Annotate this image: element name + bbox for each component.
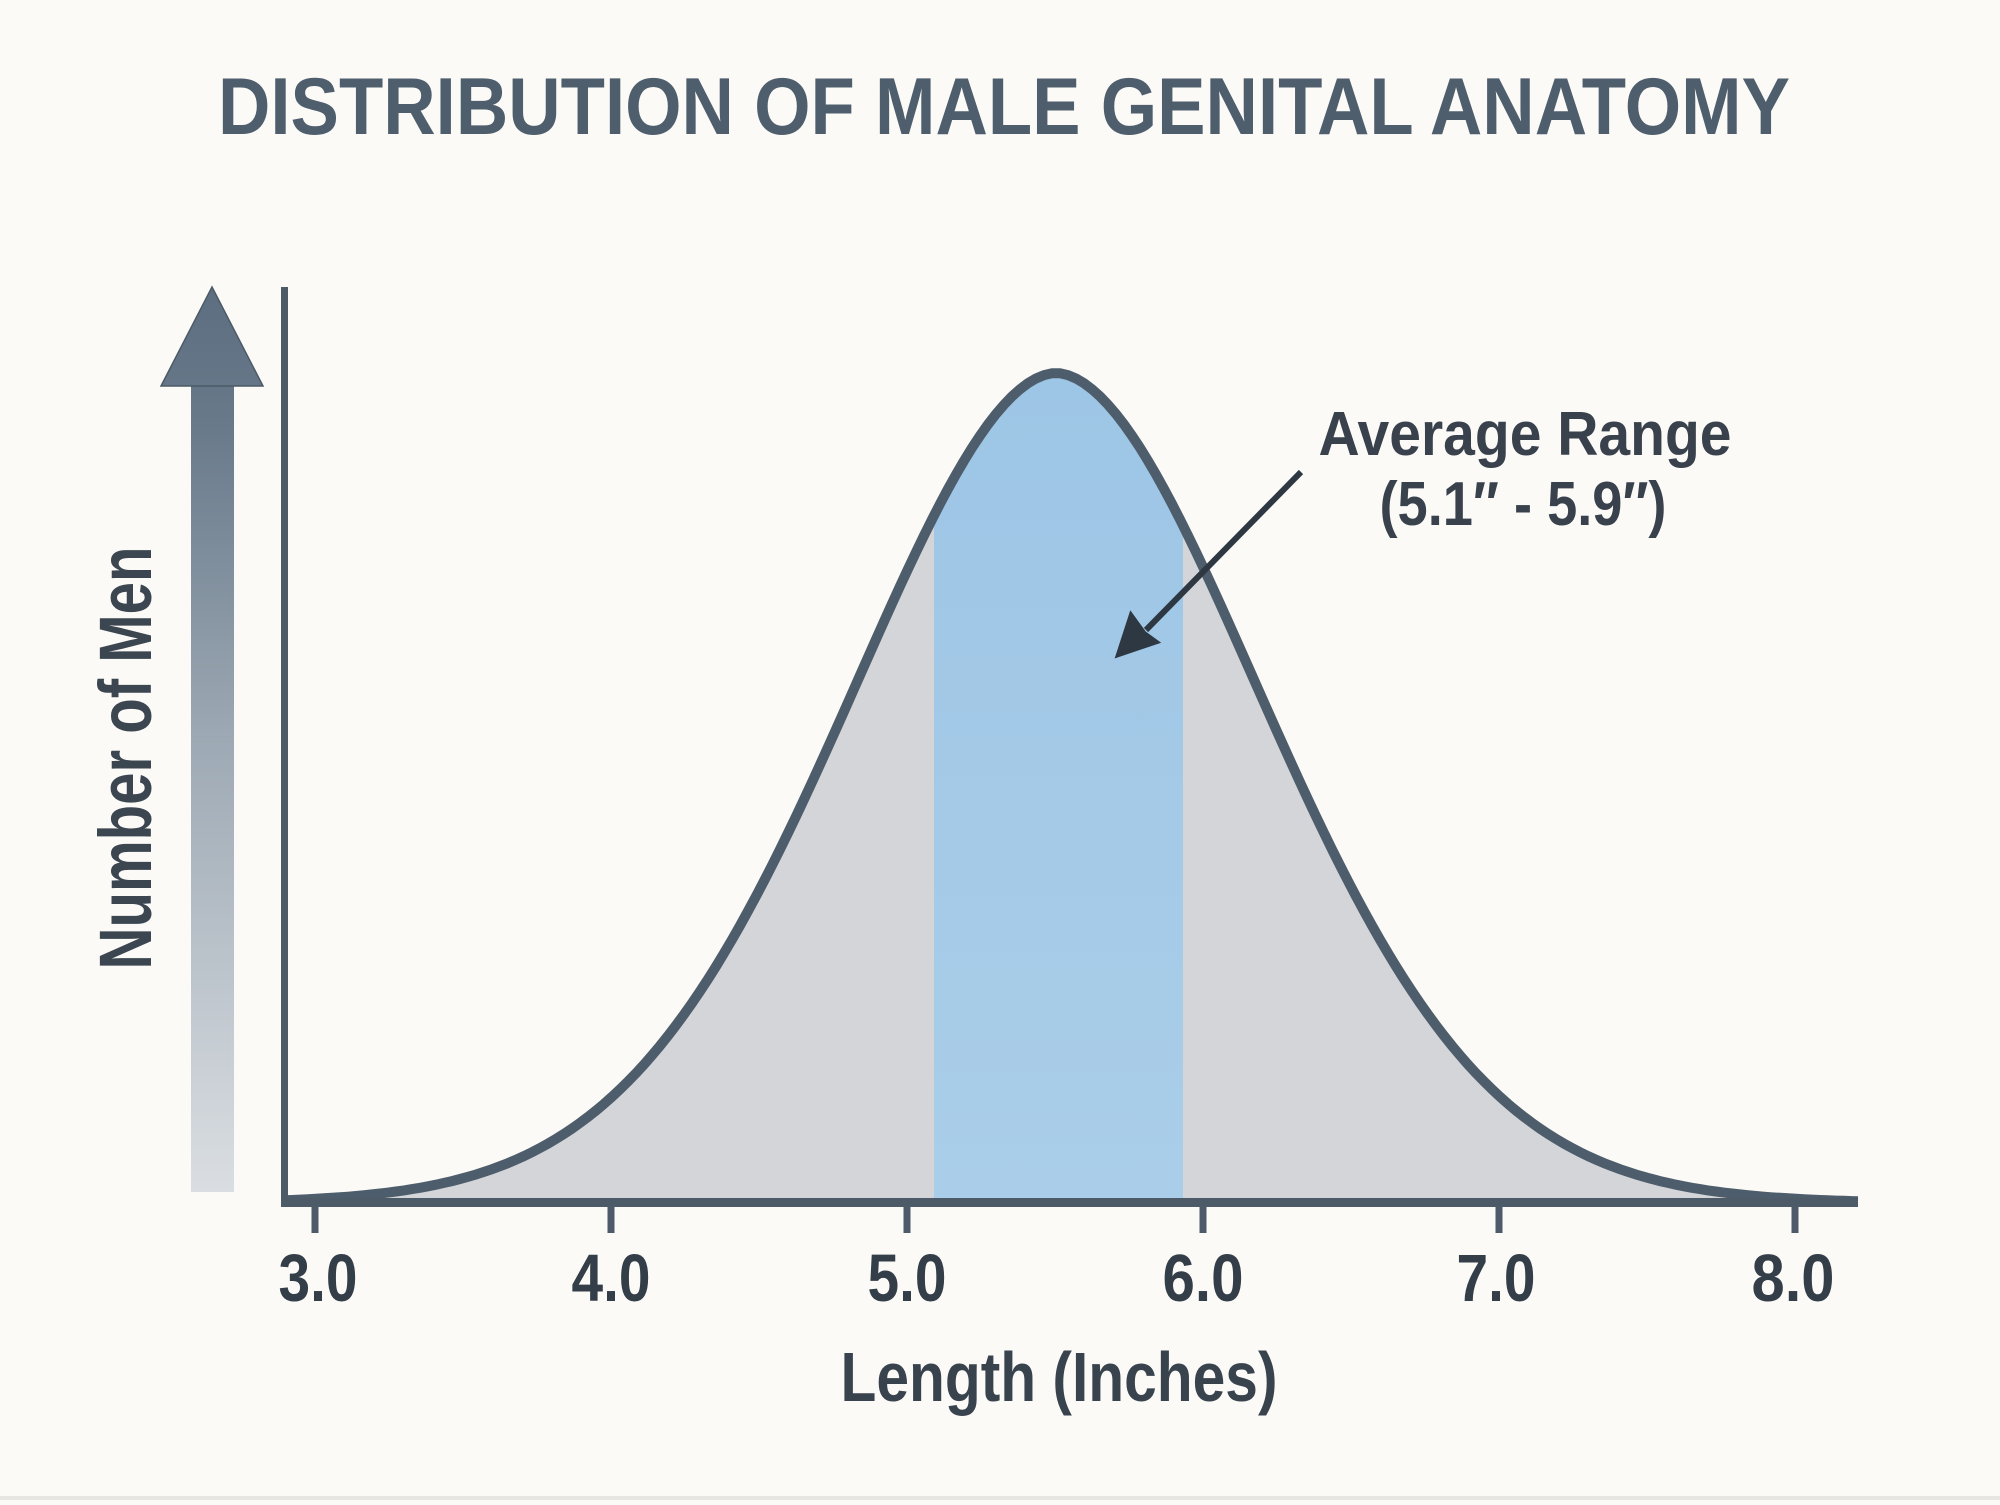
- svg-text:8.0: 8.0: [1752, 1241, 1835, 1316]
- svg-text:Average Range: Average Range: [1319, 400, 1732, 469]
- svg-text:5.0: 5.0: [868, 1241, 947, 1316]
- svg-text:Length (Inches): Length (Inches): [841, 1338, 1278, 1416]
- svg-text:7.0: 7.0: [1457, 1241, 1536, 1316]
- svg-text:3.0: 3.0: [279, 1241, 358, 1316]
- svg-text:DISTRIBUTION OF MALE GENITAL A: DISTRIBUTION OF MALE GENITAL ANATOMY: [218, 62, 1790, 152]
- svg-text:4.0: 4.0: [572, 1241, 651, 1316]
- svg-text:6.0: 6.0: [1163, 1241, 1244, 1316]
- svg-text:(5.1″ - 5.9″): (5.1″ - 5.9″): [1380, 470, 1667, 539]
- svg-text:Number of Men: Number of Men: [84, 547, 167, 970]
